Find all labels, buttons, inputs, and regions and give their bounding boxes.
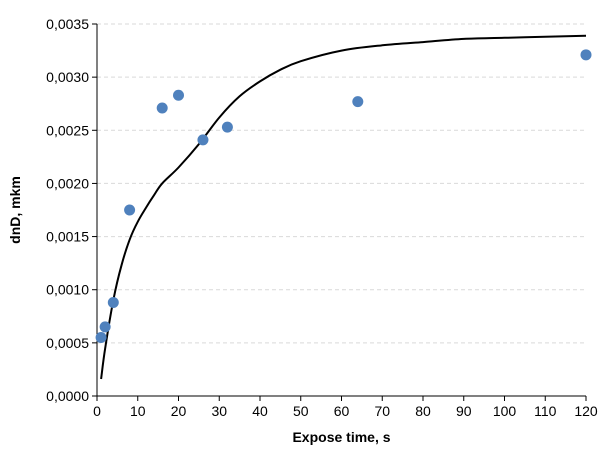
x-tick-label: 80 (415, 403, 431, 419)
x-tick-label: 50 (293, 403, 309, 419)
y-tick-label: 0,0020 (46, 175, 89, 191)
data-point (99, 321, 111, 333)
x-tick-label: 110 (534, 403, 557, 419)
data-point (580, 49, 592, 61)
x-tick-label: 70 (374, 403, 390, 419)
y-tick-label: 0,0010 (46, 282, 89, 298)
y-axis-title: dnD, mkm (7, 176, 23, 244)
x-axis-title: Expose time, s (292, 429, 390, 445)
data-points (95, 49, 592, 344)
x-tick-labels: 0 10 20 30 40 50 60 70 80 90 100 110 120 (93, 403, 598, 419)
x-tick-label: 90 (456, 403, 472, 419)
y-tick-label: 0,0030 (46, 69, 89, 85)
y-tick-label: 0,0035 (46, 16, 89, 32)
data-point (107, 296, 119, 308)
y-tick-label: 0,0015 (46, 229, 89, 245)
x-tick-label: 30 (211, 403, 227, 419)
x-tick-label: 10 (130, 403, 146, 419)
data-point (352, 96, 364, 108)
axes (96, 24, 586, 397)
data-point (221, 121, 233, 133)
x-tick-label: 40 (252, 403, 268, 419)
y-tick-labels: 0,0000 0,0005 0,0010 0,0015 0,0020 0,0025 0,00… (46, 16, 89, 404)
y-tick-label: 0,0005 (46, 335, 89, 351)
x-tick-label: 120 (574, 403, 598, 419)
fit-curve (100, 34, 587, 380)
gridlines (92, 23, 587, 401)
x-tick-label: 60 (334, 403, 350, 419)
data-point (95, 332, 107, 344)
x-tick-label: 20 (171, 403, 187, 419)
x-tick-label: 100 (493, 403, 517, 419)
data-point (197, 134, 209, 146)
y-tick-label: 0,0025 (46, 122, 89, 138)
data-point (156, 102, 168, 114)
data-point (173, 89, 184, 101)
data-point (124, 204, 136, 216)
x-tick-label: 0 (93, 403, 101, 419)
y-tick-label: 0,0000 (46, 388, 89, 404)
